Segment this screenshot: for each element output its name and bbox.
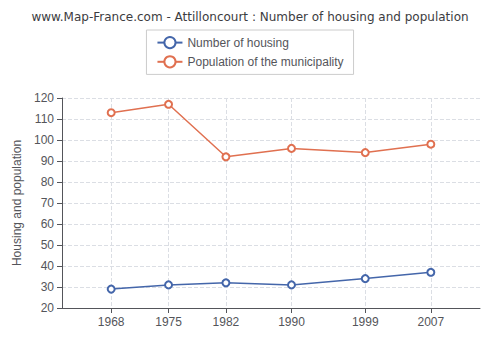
svg-text:50: 50 — [41, 238, 55, 252]
svg-text:100: 100 — [34, 133, 54, 147]
svg-text:www.Map-France.com - Attillonc: www.Map-France.com - Attilloncourt : Num… — [31, 10, 468, 24]
svg-text:30: 30 — [41, 280, 55, 294]
svg-text:1975: 1975 — [155, 315, 182, 329]
svg-text:70: 70 — [41, 196, 55, 210]
svg-text:90: 90 — [41, 154, 55, 168]
svg-text:1968: 1968 — [98, 315, 125, 329]
svg-text:40: 40 — [41, 259, 55, 273]
svg-text:120: 120 — [34, 91, 54, 105]
svg-text:80: 80 — [41, 175, 55, 189]
svg-text:1999: 1999 — [352, 315, 379, 329]
svg-text:Population of the municipality: Population of the municipality — [187, 55, 343, 69]
svg-text:1982: 1982 — [213, 315, 240, 329]
svg-text:Housing and population: Housing and population — [10, 140, 24, 266]
svg-text:20: 20 — [41, 301, 55, 315]
svg-text:2007: 2007 — [417, 315, 444, 329]
svg-text:110: 110 — [35, 112, 54, 126]
svg-text:Number of housing: Number of housing — [187, 36, 288, 50]
svg-text:1990: 1990 — [278, 315, 305, 329]
svg-text:60: 60 — [41, 217, 55, 231]
